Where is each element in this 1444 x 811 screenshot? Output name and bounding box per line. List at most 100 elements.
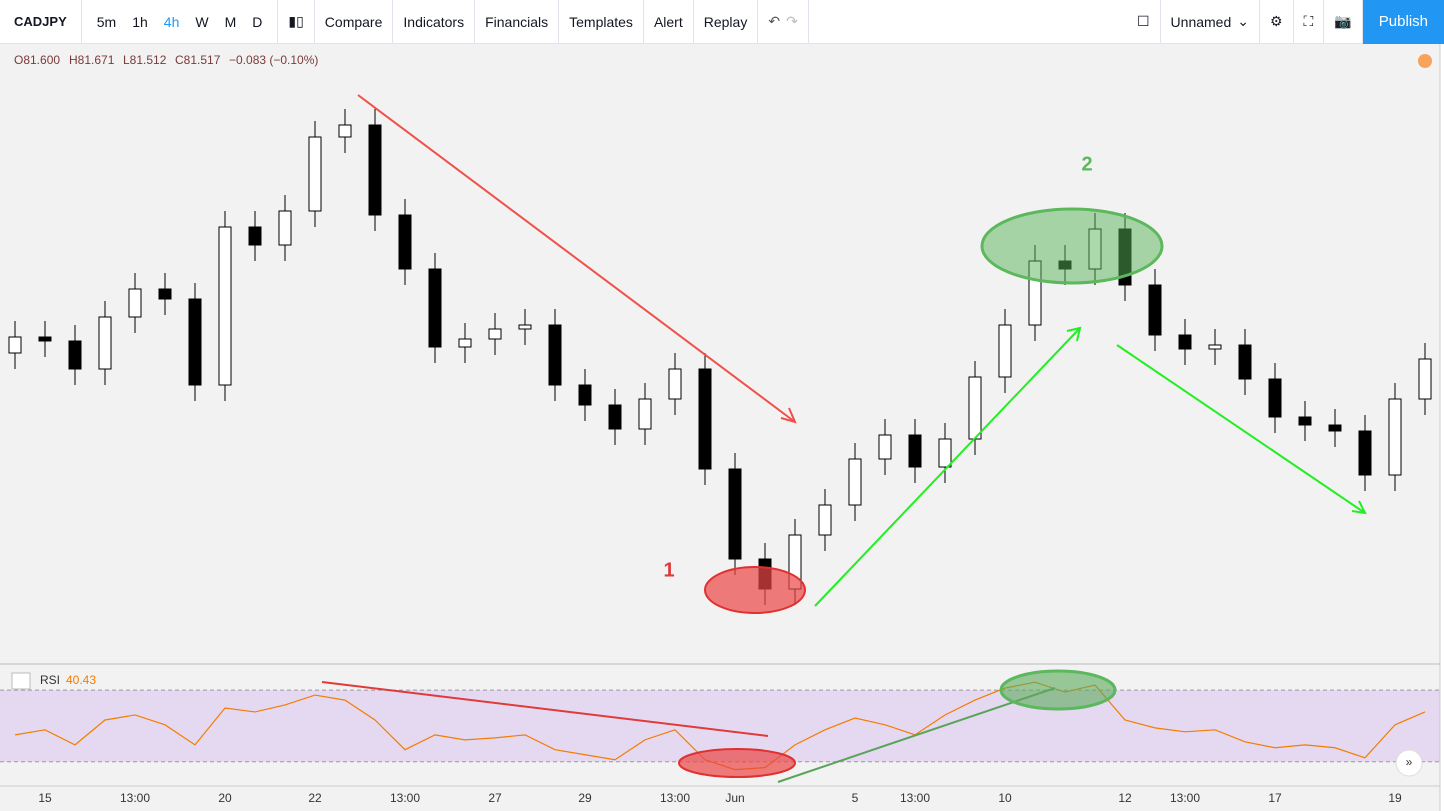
- x-tick-label: 27: [488, 791, 502, 805]
- highlight-ellipse: [678, 748, 796, 778]
- interval[interactable]: W: [195, 13, 209, 30]
- x-tick-label: 19: [1388, 791, 1402, 805]
- symbol[interactable]: CADJPY: [0, 0, 82, 44]
- undo[interactable]: ↶ ↷: [758, 0, 809, 44]
- candle-body: [98, 316, 112, 370]
- candle-body: [608, 404, 622, 430]
- legend-close: C81.517: [175, 53, 221, 67]
- candle-body: [1208, 344, 1222, 350]
- toolbar-button[interactable]: Alert: [644, 0, 694, 44]
- toolbar-button[interactable]: Indicators: [393, 0, 476, 44]
- interval[interactable]: 1h: [132, 13, 148, 30]
- arrow-head: [780, 407, 797, 424]
- x-tick-label: 12: [1118, 791, 1132, 805]
- candle-body: [818, 504, 832, 536]
- legend-low: L81.512: [123, 53, 167, 67]
- layout-name-text: Unnamed: [1170, 13, 1232, 30]
- annotation-label: 2: [1081, 153, 1092, 175]
- ohlc-legend: O81.600 H81.671 L81.512 C81.517 −0.083 (…: [14, 53, 318, 67]
- candle-body: [938, 438, 952, 468]
- candle-body: [1358, 430, 1372, 476]
- annotation-label: 1: [663, 559, 674, 581]
- rsi-trend-line: [321, 681, 769, 737]
- candle-body: [368, 124, 382, 216]
- candle-body: [38, 336, 52, 342]
- x-tick-label: 5: [852, 791, 859, 805]
- interval[interactable]: D: [252, 13, 263, 30]
- x-tick-label: 13:00: [120, 791, 150, 805]
- candle-body: [1268, 378, 1282, 418]
- layout-name[interactable]: Unnamed ⌄: [1161, 0, 1260, 44]
- scroll-button[interactable]: [1395, 749, 1423, 777]
- legend-open: O81.600: [14, 53, 60, 67]
- candle-body: [1178, 334, 1192, 350]
- candle-body: [878, 434, 892, 460]
- candle-body: [308, 136, 322, 212]
- candle-body: [848, 458, 862, 506]
- highlight-ellipse: [999, 669, 1117, 711]
- fullscreen[interactable]: ⛶: [1294, 0, 1325, 44]
- candle-body: [1328, 424, 1342, 432]
- trend-arrow: [814, 327, 1081, 607]
- scroll-icon: »: [1406, 755, 1413, 769]
- candle-body: [458, 338, 472, 348]
- x-tick-label: 13:00: [1170, 791, 1200, 805]
- x-tick-label: 10: [998, 791, 1012, 805]
- candle-body: [488, 328, 502, 340]
- candle-body: [188, 298, 202, 386]
- candle-body: [158, 288, 172, 300]
- interval[interactable]: 4h: [163, 13, 180, 30]
- x-tick-label: 13:00: [900, 791, 930, 805]
- candle-body: [398, 214, 412, 270]
- legend-change: −0.083 (−0.10%): [229, 53, 318, 67]
- drawings: 1 2: [321, 94, 1367, 783]
- toolbar-button[interactable]: Replay: [694, 0, 759, 44]
- alert-dot[interactable]: [1418, 54, 1432, 68]
- trend-arrow: [1116, 344, 1366, 514]
- x-tick-label: 17: [1268, 791, 1282, 805]
- interval[interactable]: 5m: [96, 13, 117, 30]
- candle-body: [338, 124, 352, 138]
- candle-body: [518, 324, 532, 330]
- candle-body: [1418, 358, 1432, 400]
- rsi-name: RSI: [40, 673, 60, 687]
- candle-body: [968, 376, 982, 440]
- layout-toggle[interactable]: ☐: [1127, 0, 1161, 44]
- highlight-ellipse: [980, 207, 1164, 285]
- arrow-head: [1066, 326, 1082, 342]
- candle-body: [998, 324, 1012, 378]
- chart-bg: [0, 44, 1440, 811]
- candle-body: [908, 434, 922, 468]
- toolbar-button[interactable]: Compare: [315, 0, 394, 44]
- candle-body: [248, 226, 262, 246]
- x-tick-label: 13:00: [390, 791, 420, 805]
- trend-arrow: [357, 94, 796, 423]
- right-tools: ☐ Unnamed ⌄ ⚙ ⛶ 📷 Publish: [1127, 0, 1444, 44]
- chart-style[interactable]: ▮▯: [278, 0, 315, 44]
- publish[interactable]: Publish: [1362, 0, 1444, 44]
- legend-high: H81.671: [69, 53, 115, 67]
- x-tick-label: 22: [308, 791, 322, 805]
- chart: O81.600 H81.671 L81.512 C81.517 −0.083 (…: [0, 44, 1441, 811]
- x-tick-label: 29: [578, 791, 592, 805]
- candle-body: [128, 288, 142, 318]
- interval[interactable]: M: [224, 13, 237, 30]
- candle-body: [638, 398, 652, 430]
- collapse-button[interactable]: [11, 672, 31, 690]
- toolbar-button[interactable]: Financials: [475, 0, 560, 44]
- candle-body: [218, 226, 232, 386]
- candle-body: [428, 268, 442, 348]
- candle-body: [698, 368, 712, 470]
- candle-body: [728, 468, 742, 560]
- candle-body: [1238, 344, 1252, 380]
- snapshot[interactable]: 📷: [1324, 0, 1363, 44]
- candle-body: [8, 336, 22, 354]
- toolbar-button[interactable]: Templates: [559, 0, 644, 44]
- settings[interactable]: ⚙: [1260, 0, 1294, 44]
- toolbar: CADJPY 5m 1h 4h W M D ▮▯ Compare Indicators Fin…: [0, 0, 1444, 44]
- candle-body: [668, 368, 682, 400]
- candle-body: [548, 324, 562, 386]
- highlight-ellipse: [704, 566, 806, 614]
- candle-body: [1388, 398, 1402, 476]
